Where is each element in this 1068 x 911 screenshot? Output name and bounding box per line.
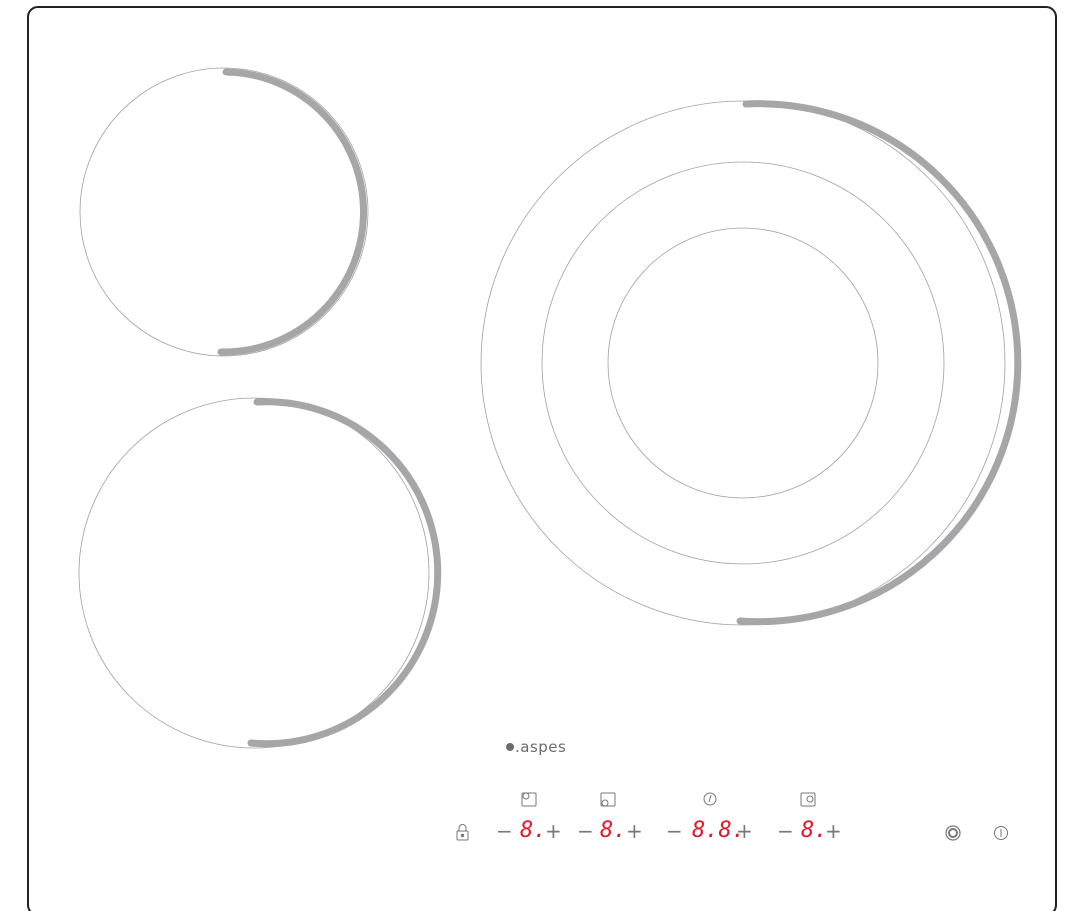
zone-front-left-ring xyxy=(247,398,442,748)
zone-right-ring xyxy=(736,100,1022,626)
timer-minus-button[interactable]: − xyxy=(666,819,683,843)
zone-right-outer-circle xyxy=(480,100,1006,626)
zone-rear-left xyxy=(79,67,369,357)
timer-icon[interactable] xyxy=(703,792,717,806)
zone-rear-left-minus-button[interactable]: − xyxy=(496,819,513,843)
zone-front-left-minus-button[interactable]: − xyxy=(577,819,594,843)
cooktop-outline xyxy=(27,6,1057,911)
zone-rear-left-ring xyxy=(217,68,368,356)
brand-dot-icon xyxy=(506,743,514,751)
timer-display: 8.8. xyxy=(692,818,745,843)
zone-rear-left-plus-button[interactable]: + xyxy=(545,819,562,843)
zone-rear-left-circle xyxy=(79,67,369,357)
zone-right-inner-circle xyxy=(607,227,879,499)
zone-right-icon[interactable] xyxy=(800,792,816,807)
zone-right-minus-button[interactable]: − xyxy=(777,819,794,843)
zone-right xyxy=(480,100,1022,626)
brand-name: .aspes xyxy=(515,738,567,756)
zone-right-plus-button[interactable]: + xyxy=(825,819,842,843)
zone-right-middle-circle xyxy=(541,161,945,565)
zone-rear-left-icon[interactable] xyxy=(521,792,537,807)
zone-right-display: 8. xyxy=(801,818,828,843)
zone-front-left-plus-button[interactable]: + xyxy=(626,819,643,843)
zone-rear-left-display: 8. xyxy=(520,818,547,843)
brand-logo: .aspes xyxy=(506,737,566,757)
zone-front-left-display: 8. xyxy=(600,818,627,843)
power-icon[interactable] xyxy=(994,826,1008,840)
zone-select-icon[interactable] xyxy=(945,825,961,841)
zone-front-left-icon[interactable] xyxy=(600,792,616,807)
zone-front-left-circle xyxy=(78,397,430,749)
lock-icon[interactable] xyxy=(456,824,469,841)
timer-plus-button[interactable]: + xyxy=(736,819,753,843)
zone-front-left xyxy=(78,397,442,749)
